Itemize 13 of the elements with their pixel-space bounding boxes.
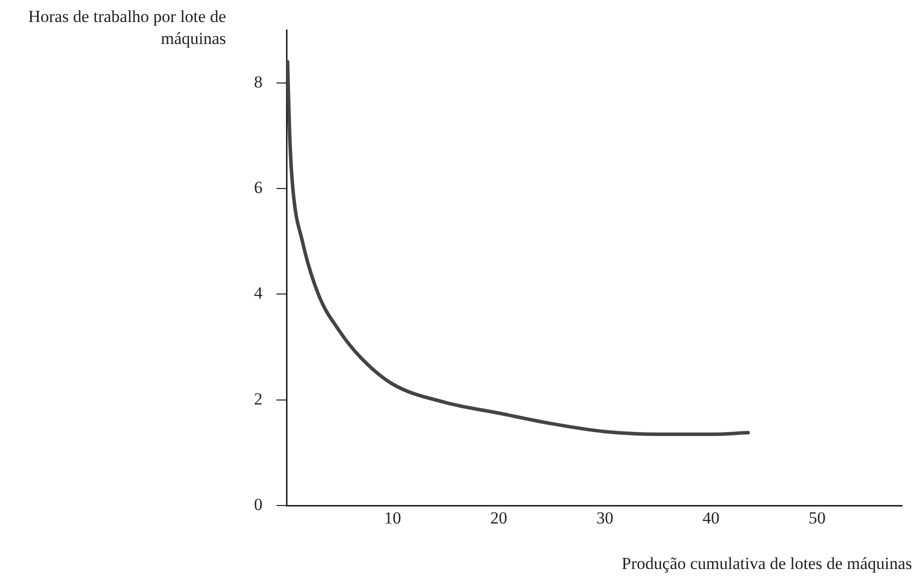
y-tick-label: 4 [254,284,263,303]
y-tick-label: 8 [254,72,262,92]
y-tick-label: 2 [254,389,262,408]
y-tick-label: 0 [254,495,262,514]
y-tick-label: 6 [254,178,262,197]
x-tick-label: 10 [384,508,402,528]
x-tick-label: 50 [808,508,826,528]
y-axis-title: Horas de trabalho por lote de máquinas [27,6,226,50]
x-tick-label: 20 [490,508,508,528]
line-series [286,60,750,436]
x-axis-title: Produção cumulativa de lotes de máquinas [622,554,912,574]
x-tick-label: 40 [702,508,720,528]
x-tick-label: 30 [596,508,614,528]
